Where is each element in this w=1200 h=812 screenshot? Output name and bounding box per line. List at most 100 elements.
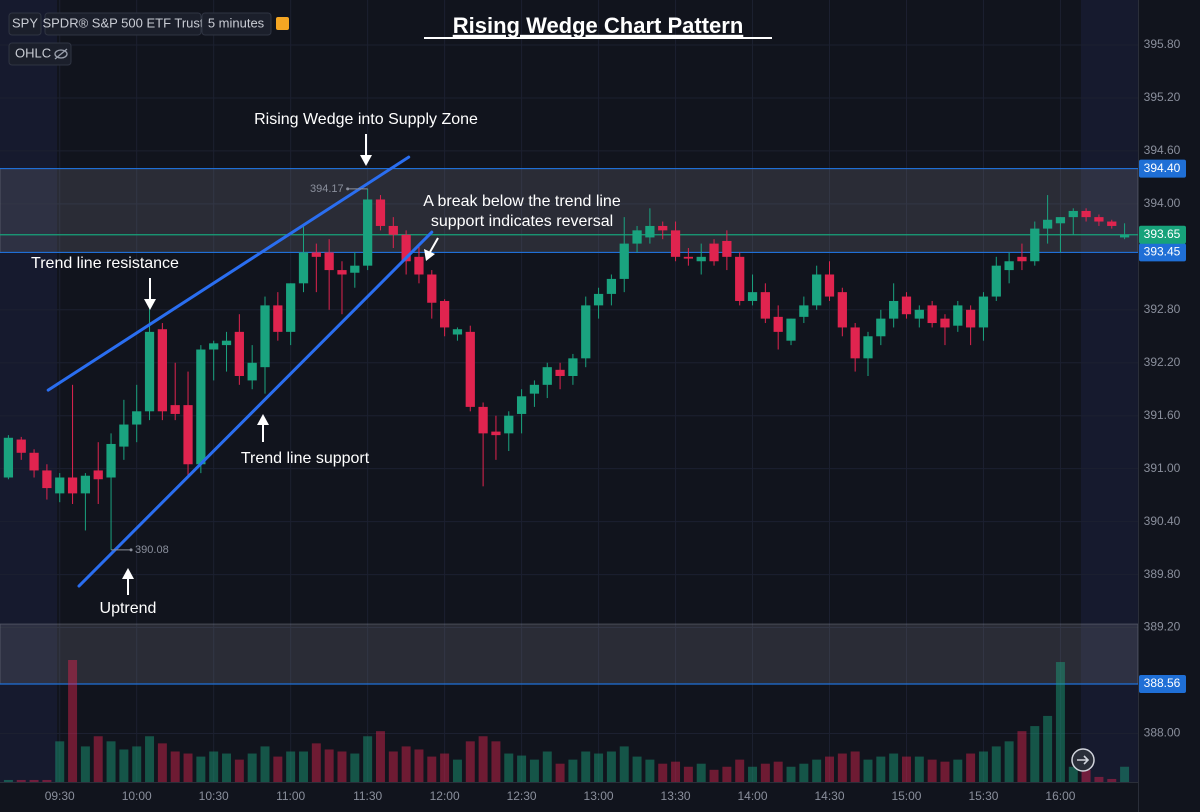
candle-body [991, 265, 1001, 297]
trend-line [46, 155, 411, 392]
volume-bar [452, 759, 462, 782]
price-label: 393.45 [1144, 245, 1181, 259]
arrow-head [257, 414, 269, 425]
price-label-box [1139, 225, 1186, 244]
volume-bar [760, 763, 770, 782]
annotation: support indicates reversal [431, 213, 613, 230]
indicator[interactable]: OHLC [15, 45, 51, 60]
eye-slash [54, 48, 68, 60]
x-tick-label: 12:30 [507, 789, 537, 803]
candle-body [273, 305, 283, 332]
volume-bar [209, 751, 219, 782]
candle-body [42, 470, 52, 489]
trend-line [77, 230, 434, 588]
volume-bar [1030, 726, 1040, 782]
y-tick-label: 394.00 [1144, 196, 1181, 210]
candle-body [670, 230, 681, 257]
arrow-head [144, 299, 156, 310]
volume-bar [388, 751, 398, 782]
volume-bar [594, 753, 604, 782]
candle-body [773, 316, 783, 332]
x-tick-label: 13:00 [584, 789, 614, 803]
candle-body [401, 234, 411, 262]
y-tick-label: 389.80 [1144, 567, 1181, 581]
volume-bar [42, 779, 52, 782]
candle-body [1055, 217, 1066, 224]
arrow-head [122, 568, 134, 579]
volume-bar [991, 746, 1001, 782]
interval[interactable]: 5 minutes [208, 15, 265, 30]
marker-dot [129, 548, 133, 552]
volume-bar [196, 756, 206, 782]
y-tick-label: 395.80 [1144, 37, 1181, 51]
volume-bar [1068, 766, 1078, 782]
candle-body [786, 318, 796, 341]
volume-bar [529, 759, 539, 782]
volume-bar [93, 736, 103, 782]
marker-label: 390.08 [135, 544, 169, 556]
volume-bar [80, 746, 90, 782]
volume-bar [324, 749, 334, 782]
volume-bar [1017, 731, 1027, 782]
status-icon[interactable] [276, 17, 289, 30]
instrument[interactable]: SPDR® S&P 500 ETF Trust [42, 15, 203, 30]
trend-lines: 394.17 390.08 [46, 155, 434, 588]
candle-body [901, 296, 912, 315]
candle-body [132, 411, 142, 425]
price-label: 393.65 [1144, 227, 1181, 241]
y-tick-label: 391.00 [1144, 461, 1181, 475]
candle-body [196, 349, 206, 465]
symbol-box[interactable] [8, 12, 42, 36]
volume-bar [606, 751, 616, 782]
candle-body [29, 452, 39, 471]
volume-bar [940, 761, 950, 782]
volume-bar [696, 763, 706, 782]
candle-body [298, 252, 309, 284]
volume-bar [170, 751, 180, 782]
candle-body [324, 252, 334, 271]
candle-body [812, 274, 822, 306]
instrument-box[interactable] [44, 12, 202, 36]
candle-body [722, 240, 732, 257]
scroll-arrow [1077, 755, 1090, 765]
indicator-box[interactable] [8, 42, 72, 66]
volume-bar [901, 756, 911, 782]
volume-bar [55, 741, 65, 782]
price-label-box [1139, 243, 1186, 262]
annotation: A break below the trend line [423, 193, 621, 210]
marker-dot [346, 187, 350, 191]
candle-body [491, 431, 501, 436]
candle-body [183, 405, 193, 465]
candle-body [542, 367, 552, 385]
hide-icon[interactable] [54, 48, 68, 60]
candle-body [927, 305, 937, 324]
x-tick-label: 13:30 [661, 789, 691, 803]
candle-body [709, 243, 719, 262]
candle-body [593, 293, 604, 306]
zone [0, 623, 1139, 685]
candle-body [516, 396, 527, 414]
candle-body [696, 256, 706, 262]
candle-body [350, 265, 360, 273]
zones [0, 167, 1139, 685]
eye [54, 49, 68, 59]
scroll-button[interactable] [1071, 748, 1095, 772]
candle-body [606, 278, 617, 294]
candle-body [1119, 234, 1130, 238]
annotation: Trend line resistance [31, 255, 179, 272]
candle-body [1017, 256, 1027, 262]
volume-bar [581, 751, 591, 782]
candle-body [1081, 210, 1091, 218]
candle-body [1042, 219, 1053, 229]
volume-bar [683, 766, 693, 782]
volume-bar [1120, 766, 1130, 782]
symbol[interactable]: SPY [12, 15, 38, 30]
volume-bar [1004, 741, 1014, 782]
marker-label: 394.17 [310, 183, 344, 195]
candle-body [106, 443, 116, 478]
interval-box[interactable] [201, 12, 272, 36]
x-tick-label: 14:00 [738, 789, 768, 803]
volume-bar [132, 746, 142, 782]
volume-bar [1094, 776, 1104, 782]
